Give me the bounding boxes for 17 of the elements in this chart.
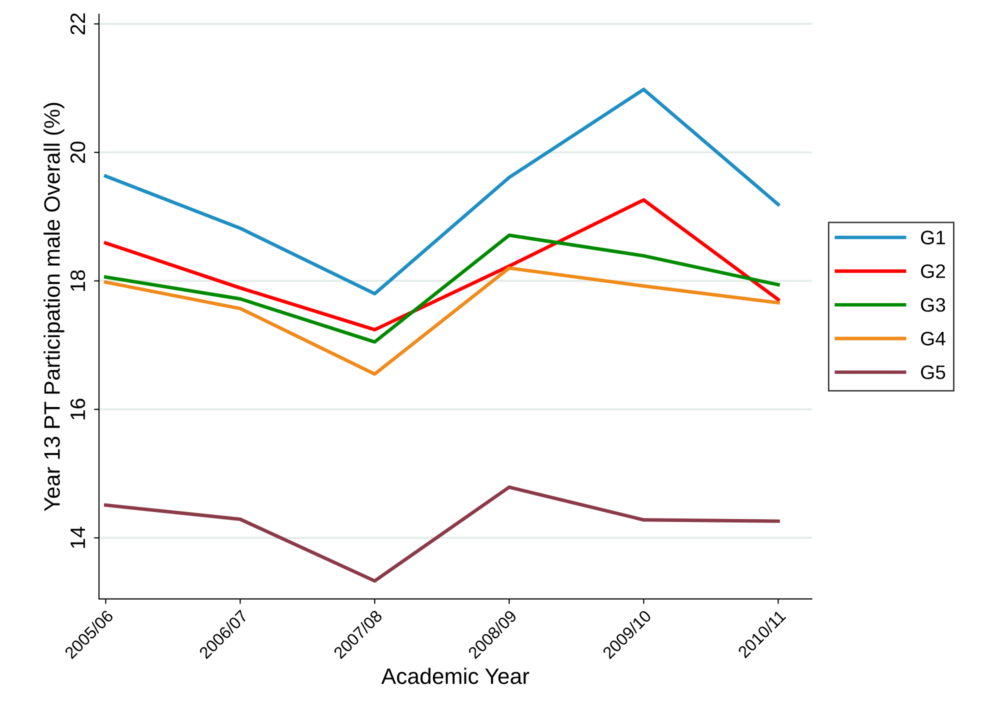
y-tick-label: 22 xyxy=(70,13,85,34)
line-series xyxy=(104,485,780,583)
legend-label: G2 xyxy=(921,264,945,278)
line-series xyxy=(104,266,780,376)
y-tick-label: 20 xyxy=(70,142,86,163)
y-axis-title: Year 13 PT Participation male Overall (%) xyxy=(44,102,64,512)
y-tick-label: 18 xyxy=(70,270,86,291)
line-series xyxy=(104,198,780,332)
line-series xyxy=(104,234,780,344)
x-axis-title: Academic Year xyxy=(381,668,530,684)
y-tick-label: 14 xyxy=(70,526,85,548)
y-tick-label: 16 xyxy=(70,398,86,420)
legend-label: G5 xyxy=(921,365,946,380)
legend-label: G1 xyxy=(921,230,946,244)
line-series xyxy=(104,88,780,296)
legend-label: G4 xyxy=(921,332,946,346)
legend-label: G3 xyxy=(921,298,946,312)
